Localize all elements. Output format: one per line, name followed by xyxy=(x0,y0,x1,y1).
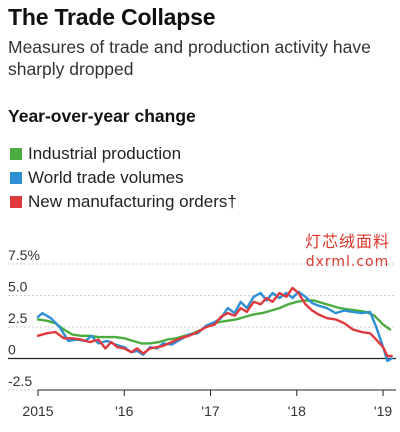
legend-swatch-new-manufacturing-orders xyxy=(10,196,22,208)
legend-label-world-trade-volumes: World trade volumes xyxy=(28,168,184,187)
y-tick-label: 2.5 xyxy=(8,310,28,326)
watermark-text-cn: 灯芯绒面料 xyxy=(304,232,390,251)
legend: Industrial production World trade volume… xyxy=(10,142,237,214)
legend-swatch-world-trade-volumes xyxy=(10,172,22,184)
watermark-text-url: dxrml.com xyxy=(305,254,390,270)
series-line-world-trade-volumes xyxy=(36,290,393,363)
legend-swatch-industrial-production xyxy=(10,148,22,160)
legend-item-industrial-production: Industrial production xyxy=(10,142,237,166)
legend-item-world-trade-volumes: World trade volumes xyxy=(10,166,237,190)
x-tick-label: '16 xyxy=(115,403,133,419)
legend-item-new-manufacturing-orders: New manufacturing orders† xyxy=(10,190,237,214)
chart-subtitle: Measures of trade and production activit… xyxy=(8,37,371,79)
series-line-new-manufacturing-orders xyxy=(36,286,393,358)
chart-title: The Trade Collapse xyxy=(8,4,216,30)
x-tick-label: '18 xyxy=(288,403,306,419)
x-tick-label: 2015 xyxy=(22,403,53,419)
y-tick-label: -2.5 xyxy=(8,373,32,389)
watermark: 灯芯绒面料 dxrml.com xyxy=(305,228,390,270)
x-tick-label: '19 xyxy=(374,403,392,419)
legend-label-industrial-production: Industrial production xyxy=(28,144,182,163)
axis-layer: 7.5% 5.0 2.5 0 -2.5 2015 '16 '17 '18 '19 xyxy=(8,247,396,419)
grid-layer xyxy=(8,263,396,391)
y-tick-label: 7.5% xyxy=(8,247,40,263)
legend-label-new-manufacturing-orders: New manufacturing orders† xyxy=(28,192,237,211)
series-layer xyxy=(36,286,393,363)
y-tick-label: 5.0 xyxy=(8,279,28,295)
x-tick-label: '17 xyxy=(201,403,219,419)
y-tick-label: 0 xyxy=(8,342,16,358)
section-heading: Year-over-year change xyxy=(8,106,196,126)
